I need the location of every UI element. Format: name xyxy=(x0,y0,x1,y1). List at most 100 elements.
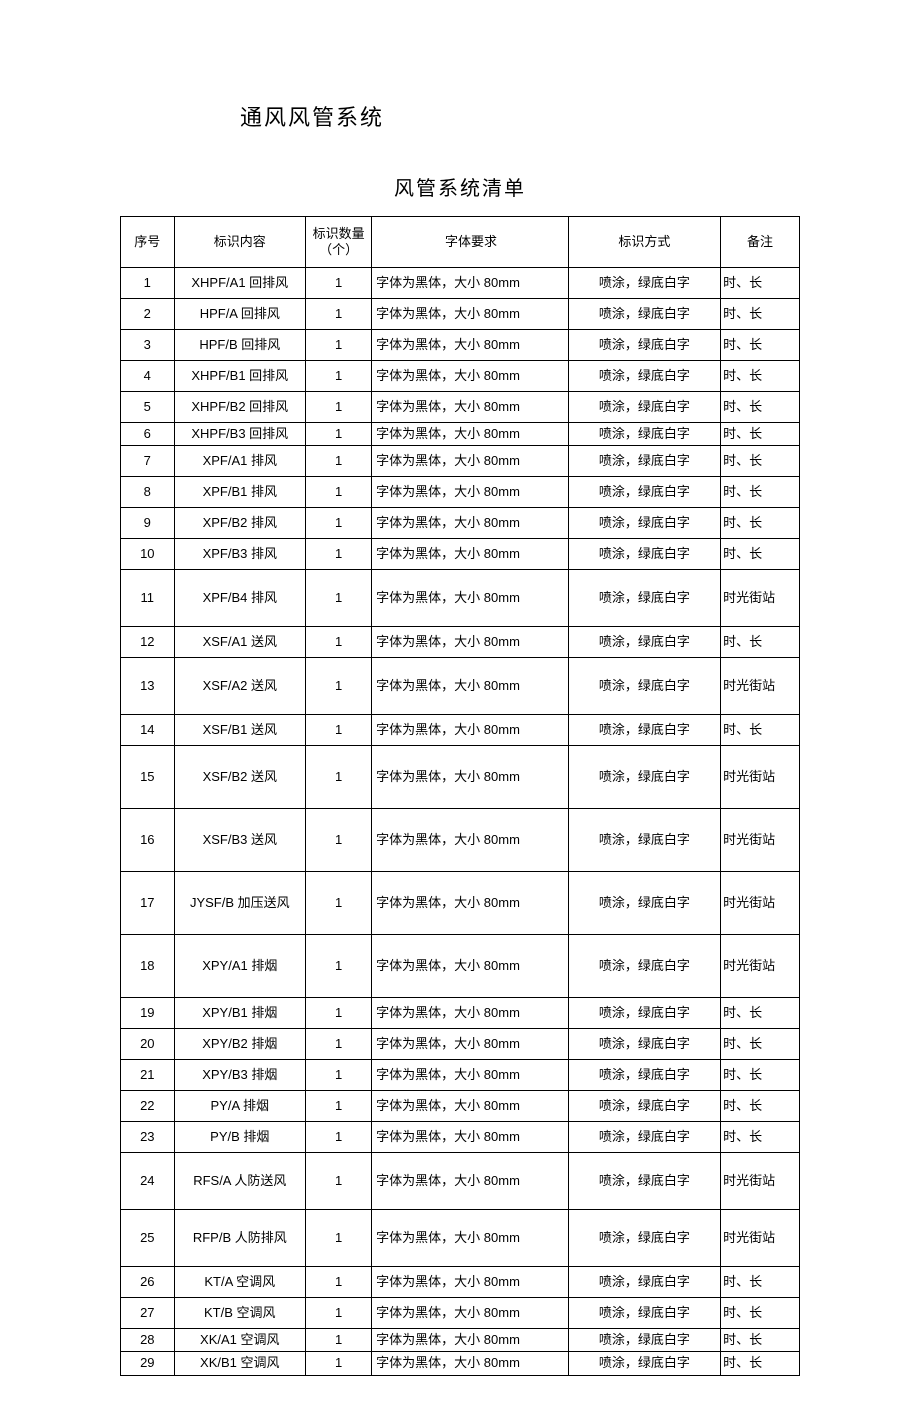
cell-seq: 7 xyxy=(121,446,175,477)
cell-qty: 1 xyxy=(305,935,371,998)
cell-font-requirement: 字体为黑体，大小 80mm xyxy=(372,998,569,1029)
cell-method: 喷涂，绿底白字 xyxy=(568,1352,720,1375)
table-row: 24RFS/A 人防送风1字体为黑体，大小 80mm喷涂，绿底白字时光街站 xyxy=(121,1153,800,1210)
cell-method: 喷涂，绿底白字 xyxy=(568,1210,720,1267)
cell-content: XSF/B2 送风 xyxy=(174,746,305,809)
cell-seq: 14 xyxy=(121,715,175,746)
cell-font-requirement: 字体为黑体，大小 80mm xyxy=(372,539,569,570)
cell-font-requirement: 字体为黑体，大小 80mm xyxy=(372,1060,569,1091)
cell-seq: 15 xyxy=(121,746,175,809)
table-header-row: 序号 标识内容 标识数量 （个） 字体要求 标识方式 备注 xyxy=(121,217,800,268)
cell-content: HPF/B 回排风 xyxy=(174,330,305,361)
cell-remark: 时、长 xyxy=(721,423,800,446)
table-row: 13XSF/A2 送风1字体为黑体，大小 80mm喷涂，绿底白字时光街站 xyxy=(121,658,800,715)
cell-remark: 时光街站 xyxy=(721,570,800,627)
table-row: 8XPF/B1 排风1字体为黑体，大小 80mm喷涂，绿底白字时、长 xyxy=(121,477,800,508)
cell-content: XSF/A1 送风 xyxy=(174,627,305,658)
cell-method: 喷涂，绿底白字 xyxy=(568,1091,720,1122)
cell-remark: 时、长 xyxy=(721,715,800,746)
cell-seq: 8 xyxy=(121,477,175,508)
cell-content: XPF/B3 排风 xyxy=(174,539,305,570)
cell-seq: 5 xyxy=(121,392,175,423)
cell-remark: 时、长 xyxy=(721,1091,800,1122)
cell-qty: 1 xyxy=(305,658,371,715)
cell-qty: 1 xyxy=(305,330,371,361)
cell-font-requirement: 字体为黑体，大小 80mm xyxy=(372,1029,569,1060)
cell-method: 喷涂，绿底白字 xyxy=(568,627,720,658)
cell-font-requirement: 字体为黑体，大小 80mm xyxy=(372,1298,569,1329)
cell-seq: 10 xyxy=(121,539,175,570)
cell-content: XPY/B3 排烟 xyxy=(174,1060,305,1091)
cell-content: PY/B 排烟 xyxy=(174,1122,305,1153)
table-row: 19XPY/B1 排烟1字体为黑体，大小 80mm喷涂，绿底白字时、长 xyxy=(121,998,800,1029)
cell-content: KT/A 空调风 xyxy=(174,1267,305,1298)
cell-qty: 1 xyxy=(305,299,371,330)
cell-content: XHPF/B2 回排风 xyxy=(174,392,305,423)
cell-method: 喷涂，绿底白字 xyxy=(568,998,720,1029)
cell-qty: 1 xyxy=(305,268,371,299)
table-row: 10XPF/B3 排风1字体为黑体，大小 80mm喷涂，绿底白字时、长 xyxy=(121,539,800,570)
cell-font-requirement: 字体为黑体，大小 80mm xyxy=(372,715,569,746)
table-header: 序号 标识内容 标识数量 （个） 字体要求 标识方式 备注 xyxy=(121,217,800,268)
cell-remark: 时、长 xyxy=(721,1060,800,1091)
table-body: 1XHPF/A1 回排风1字体为黑体，大小 80mm喷涂，绿底白字时、长2HPF… xyxy=(121,268,800,1376)
cell-method: 喷涂，绿底白字 xyxy=(568,872,720,935)
table-row: 16XSF/B3 送风1字体为黑体，大小 80mm喷涂，绿底白字时光街站 xyxy=(121,809,800,872)
cell-seq: 12 xyxy=(121,627,175,658)
cell-seq: 11 xyxy=(121,570,175,627)
cell-remark: 时、长 xyxy=(721,1298,800,1329)
cell-qty: 1 xyxy=(305,746,371,809)
cell-font-requirement: 字体为黑体，大小 80mm xyxy=(372,446,569,477)
cell-content: XPY/A1 排烟 xyxy=(174,935,305,998)
cell-method: 喷涂，绿底白字 xyxy=(568,570,720,627)
cell-method: 喷涂，绿底白字 xyxy=(568,392,720,423)
table-row: 18XPY/A1 排烟1字体为黑体，大小 80mm喷涂，绿底白字时光街站 xyxy=(121,935,800,998)
cell-method: 喷涂，绿底白字 xyxy=(568,361,720,392)
cell-seq: 2 xyxy=(121,299,175,330)
cell-method: 喷涂，绿底白字 xyxy=(568,539,720,570)
cell-remark: 时、长 xyxy=(721,446,800,477)
cell-remark: 时、长 xyxy=(721,1029,800,1060)
cell-seq: 28 xyxy=(121,1329,175,1352)
cell-qty: 1 xyxy=(305,1298,371,1329)
cell-font-requirement: 字体为黑体，大小 80mm xyxy=(372,1210,569,1267)
cell-content: JYSF/B 加压送风 xyxy=(174,872,305,935)
cell-remark: 时光街站 xyxy=(721,1153,800,1210)
cell-seq: 24 xyxy=(121,1153,175,1210)
cell-method: 喷涂，绿底白字 xyxy=(568,746,720,809)
cell-content: RFP/B 人防排风 xyxy=(174,1210,305,1267)
cell-font-requirement: 字体为黑体，大小 80mm xyxy=(372,809,569,872)
table-row: 17JYSF/B 加压送风1字体为黑体，大小 80mm喷涂，绿底白字时光街站 xyxy=(121,872,800,935)
table-row: 27KT/B 空调风1字体为黑体，大小 80mm喷涂，绿底白字时、长 xyxy=(121,1298,800,1329)
table-row: 15XSF/B2 送风1字体为黑体，大小 80mm喷涂，绿底白字时光街站 xyxy=(121,746,800,809)
cell-remark: 时、长 xyxy=(721,361,800,392)
cell-font-requirement: 字体为黑体，大小 80mm xyxy=(372,423,569,446)
cell-font-requirement: 字体为黑体，大小 80mm xyxy=(372,508,569,539)
cell-font-requirement: 字体为黑体，大小 80mm xyxy=(372,658,569,715)
cell-remark: 时光街站 xyxy=(721,809,800,872)
cell-method: 喷涂，绿底白字 xyxy=(568,1060,720,1091)
cell-font-requirement: 字体为黑体，大小 80mm xyxy=(372,1352,569,1375)
cell-method: 喷涂，绿底白字 xyxy=(568,446,720,477)
cell-remark: 时光街站 xyxy=(721,746,800,809)
cell-content: XSF/B3 送风 xyxy=(174,809,305,872)
cell-remark: 时、长 xyxy=(721,477,800,508)
cell-qty: 1 xyxy=(305,446,371,477)
cell-method: 喷涂，绿底白字 xyxy=(568,1267,720,1298)
table-row: 29XK/B1 空调风1字体为黑体，大小 80mm喷涂，绿底白字时、长 xyxy=(121,1352,800,1375)
cell-font-requirement: 字体为黑体，大小 80mm xyxy=(372,935,569,998)
cell-content: XPF/A1 排风 xyxy=(174,446,305,477)
table-row: 26KT/A 空调风1字体为黑体，大小 80mm喷涂，绿底白字时、长 xyxy=(121,1267,800,1298)
cell-seq: 3 xyxy=(121,330,175,361)
table-row: 4XHPF/B1 回排风1字体为黑体，大小 80mm喷涂，绿底白字时、长 xyxy=(121,361,800,392)
table-row: 7XPF/A1 排风1字体为黑体，大小 80mm喷涂，绿底白字时、长 xyxy=(121,446,800,477)
cell-font-requirement: 字体为黑体，大小 80mm xyxy=(372,1267,569,1298)
cell-remark: 时、长 xyxy=(721,508,800,539)
cell-seq: 19 xyxy=(121,998,175,1029)
cell-content: XK/B1 空调风 xyxy=(174,1352,305,1375)
cell-remark: 时光街站 xyxy=(721,935,800,998)
cell-font-requirement: 字体为黑体，大小 80mm xyxy=(372,570,569,627)
cell-seq: 23 xyxy=(121,1122,175,1153)
cell-font-requirement: 字体为黑体，大小 80mm xyxy=(372,299,569,330)
cell-qty: 1 xyxy=(305,423,371,446)
